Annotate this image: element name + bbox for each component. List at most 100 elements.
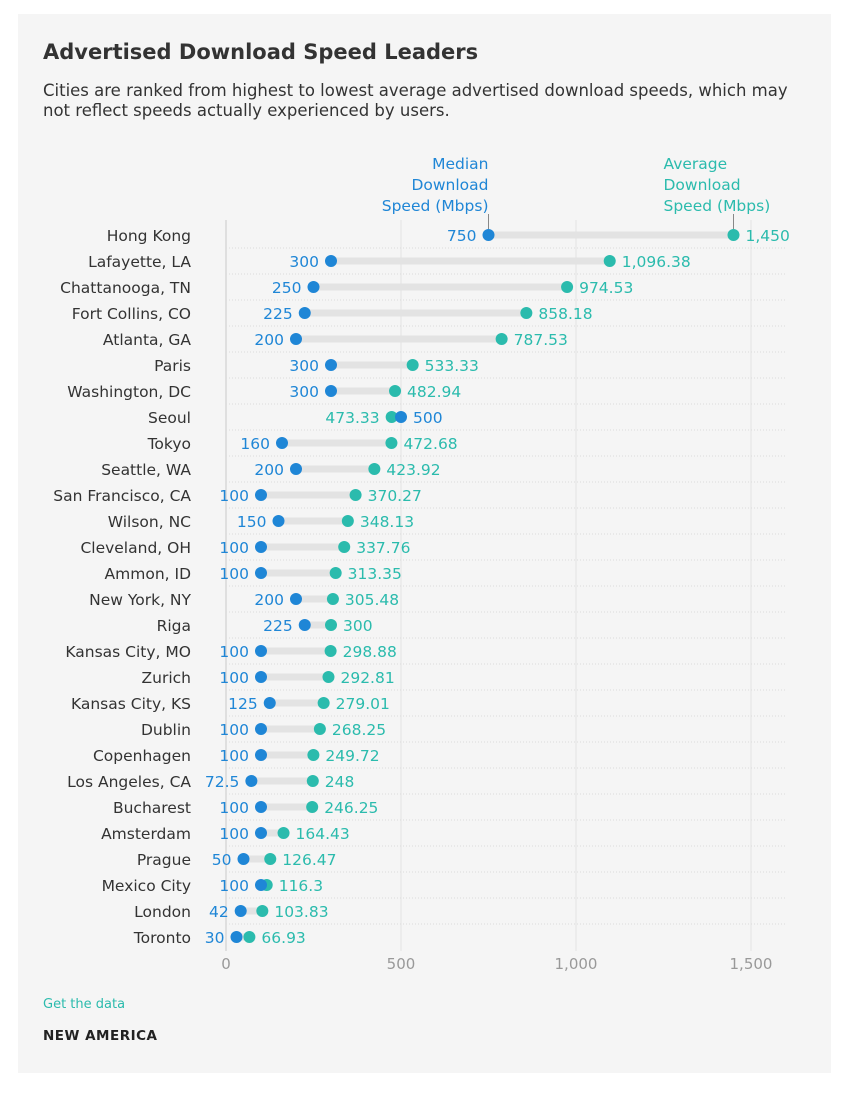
median-point bbox=[255, 723, 267, 735]
median-point bbox=[290, 333, 302, 345]
median-point bbox=[298, 619, 311, 631]
median-value-label: 200 bbox=[254, 331, 284, 349]
median-point bbox=[263, 697, 276, 709]
average-point bbox=[313, 723, 326, 735]
city-label: Fort Collins, CO bbox=[72, 305, 191, 323]
average-point bbox=[368, 463, 381, 475]
median-point bbox=[325, 359, 337, 371]
city-label: Cleveland, OH bbox=[80, 539, 191, 557]
average-point bbox=[306, 801, 319, 813]
median-value-label: 100 bbox=[219, 565, 249, 583]
average-point bbox=[341, 515, 354, 527]
average-value-label: 305.48 bbox=[345, 591, 399, 609]
city-label: Dublin bbox=[141, 721, 191, 739]
x-tick-label: 0 bbox=[221, 955, 231, 973]
average-value-label: 473.33 bbox=[325, 409, 379, 427]
average-point bbox=[495, 333, 508, 345]
average-value-label: 313.35 bbox=[348, 565, 402, 583]
median-value-label: 100 bbox=[219, 487, 249, 505]
city-label: Seattle, WA bbox=[101, 461, 191, 479]
median-value-label: 300 bbox=[289, 383, 319, 401]
median-point bbox=[234, 905, 247, 917]
median-point bbox=[255, 567, 267, 579]
average-point bbox=[322, 671, 335, 683]
median-value-label: 100 bbox=[219, 825, 249, 843]
city-label: London bbox=[134, 903, 191, 921]
median-point bbox=[298, 307, 311, 319]
x-tick-label: 1,500 bbox=[730, 955, 773, 973]
average-point bbox=[385, 411, 398, 423]
median-value-label: 100 bbox=[219, 747, 249, 765]
chart-panel bbox=[18, 14, 831, 1073]
median-value-label: 225 bbox=[263, 305, 293, 323]
average-value-label: 370.27 bbox=[368, 487, 422, 505]
x-tick-label: 500 bbox=[387, 955, 416, 973]
median-point bbox=[325, 255, 337, 267]
median-point bbox=[276, 437, 288, 449]
median-point bbox=[230, 931, 243, 943]
median-value-label: 250 bbox=[272, 279, 302, 297]
average-point bbox=[264, 853, 277, 865]
median-value-label: 225 bbox=[263, 617, 293, 635]
average-point bbox=[561, 281, 574, 293]
median-series-label: Median bbox=[432, 155, 488, 173]
average-series-label: Average bbox=[664, 155, 728, 173]
average-point bbox=[389, 385, 402, 397]
median-point bbox=[255, 645, 267, 657]
city-label: Riga bbox=[157, 617, 191, 635]
average-value-label: 423.92 bbox=[386, 461, 440, 479]
city-label: San Francisco, CA bbox=[53, 487, 191, 505]
average-value-label: 292.81 bbox=[340, 669, 394, 687]
median-point bbox=[482, 229, 495, 241]
median-value-label: 500 bbox=[413, 409, 443, 427]
average-value-label: 1,096.38 bbox=[622, 253, 691, 271]
city-label: Toronto bbox=[133, 929, 191, 947]
average-point bbox=[325, 619, 337, 631]
median-point bbox=[255, 489, 267, 501]
average-value-label: 249.72 bbox=[325, 747, 379, 765]
median-point bbox=[255, 671, 267, 683]
average-value-label: 1,450 bbox=[746, 227, 790, 245]
city-label: Prague bbox=[137, 851, 191, 869]
median-value-label: 100 bbox=[219, 669, 249, 687]
median-value-label: 300 bbox=[289, 253, 319, 271]
median-value-label: 42 bbox=[209, 903, 229, 921]
city-label: Wilson, NC bbox=[108, 513, 191, 531]
city-label: Kansas City, MO bbox=[65, 643, 191, 661]
average-value-label: 533.33 bbox=[425, 357, 479, 375]
average-point bbox=[243, 931, 256, 943]
city-label: Bucharest bbox=[113, 799, 191, 817]
median-point bbox=[290, 593, 302, 605]
median-point bbox=[255, 827, 267, 839]
city-label: Copenhagen bbox=[93, 747, 191, 765]
average-value-label: 66.93 bbox=[261, 929, 305, 947]
get-the-data-link[interactable]: Get the data bbox=[43, 997, 126, 1012]
average-value-label: 472.68 bbox=[403, 435, 457, 453]
city-label: Atlanta, GA bbox=[103, 331, 191, 349]
median-series-label: Speed (Mbps) bbox=[382, 197, 489, 215]
city-label: Chattanooga, TN bbox=[60, 279, 191, 297]
average-point bbox=[306, 775, 319, 787]
median-value-label: 100 bbox=[219, 721, 249, 739]
median-value-label: 100 bbox=[219, 539, 249, 557]
city-label: Seoul bbox=[148, 409, 191, 427]
median-point bbox=[395, 411, 407, 423]
median-series-label: Download bbox=[411, 176, 488, 194]
average-series-label: Speed (Mbps) bbox=[664, 197, 771, 215]
median-point bbox=[272, 515, 285, 527]
median-value-label: 100 bbox=[219, 643, 249, 661]
median-point bbox=[237, 853, 250, 865]
brand-logo-text: NEW AMERICA bbox=[43, 1028, 158, 1044]
average-point bbox=[385, 437, 398, 449]
city-label: Tokyo bbox=[147, 435, 191, 453]
median-point bbox=[255, 749, 267, 761]
city-label: New York, NY bbox=[89, 591, 191, 609]
median-value-label: 160 bbox=[240, 435, 270, 453]
city-label: Paris bbox=[154, 357, 191, 375]
average-value-label: 974.53 bbox=[579, 279, 633, 297]
average-value-label: 279.01 bbox=[336, 695, 390, 713]
median-value-label: 100 bbox=[219, 877, 249, 895]
median-point bbox=[255, 879, 267, 891]
average-value-label: 268.25 bbox=[332, 721, 386, 739]
median-point bbox=[255, 801, 267, 813]
